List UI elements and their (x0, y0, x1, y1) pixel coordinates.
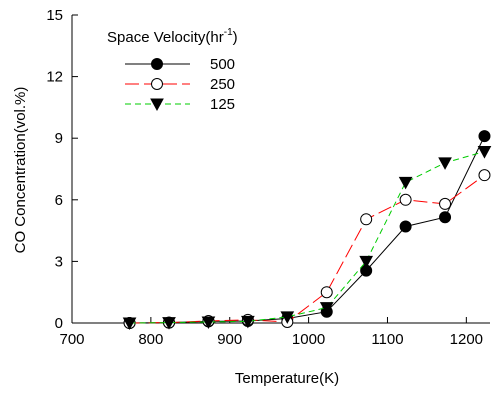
legend-marker (151, 58, 163, 70)
y-tick-label: 3 (55, 253, 63, 270)
series-125-point (477, 146, 492, 159)
series-125-point (359, 255, 374, 269)
series-250-point (360, 213, 373, 226)
series-500-point (399, 220, 412, 233)
legend-item-500: 500 (125, 56, 235, 73)
series-125-point (398, 176, 413, 190)
y-tick-label: 0 (55, 315, 63, 332)
series-125-point (438, 157, 452, 170)
x-tick-label: 900 (217, 331, 242, 348)
legend-marker (151, 78, 163, 90)
y-tick-label: 6 (55, 192, 63, 209)
legend-label: 500 (210, 56, 235, 73)
series-125-line (129, 151, 485, 324)
series-500 (123, 130, 491, 329)
x-axis-title: Temperature(K) (235, 370, 339, 387)
x-tick-label: 1000 (292, 331, 325, 348)
x-tick-label: 1100 (371, 331, 403, 348)
y-tick-label: 15 (46, 7, 63, 24)
series-500-point (478, 130, 491, 143)
series-125 (122, 146, 492, 331)
series-125-point (122, 317, 137, 331)
y-tick-label: 9 (55, 130, 63, 147)
x-tick-label: 1200 (450, 331, 483, 348)
series-500-line (129, 135, 485, 324)
y-tick-label: 12 (46, 69, 63, 86)
legend-title-main: Space Velocity(hr (107, 29, 224, 46)
series-250-point (399, 193, 412, 206)
axes: 0 3 6 9 12 15 700 800 900 1000 1100 1200 (46, 7, 490, 348)
series-250-point (478, 169, 491, 182)
legend-label: 125 (210, 96, 235, 113)
series-500-point (439, 211, 452, 224)
legend-marker (150, 98, 164, 112)
series-125-point (162, 317, 176, 330)
legend-item-250: 250 (125, 76, 235, 93)
series-250-line (129, 174, 485, 324)
series-125-point (201, 316, 216, 330)
series-250 (123, 169, 491, 329)
legend-label: 250 (210, 76, 235, 93)
x-tick-label: 800 (138, 331, 163, 348)
legend-item-125: 125 (125, 96, 235, 113)
x-tick-label: 700 (59, 331, 84, 348)
series-250-point (439, 197, 452, 210)
legend-title: Space Velocity(hr-1) (107, 27, 238, 46)
series-125-point (319, 302, 334, 315)
series-250-point (320, 286, 333, 299)
legend-title-sup: -1 (224, 27, 233, 38)
legend: Space Velocity(hr-1) 500 250 125 (107, 27, 238, 113)
plot-series (122, 130, 492, 331)
series-125-point (280, 311, 295, 324)
legend-title-end: ) (233, 29, 238, 46)
y-axis-title: CO Concentration(vol.%) (12, 87, 29, 254)
series-125-point (241, 315, 255, 329)
